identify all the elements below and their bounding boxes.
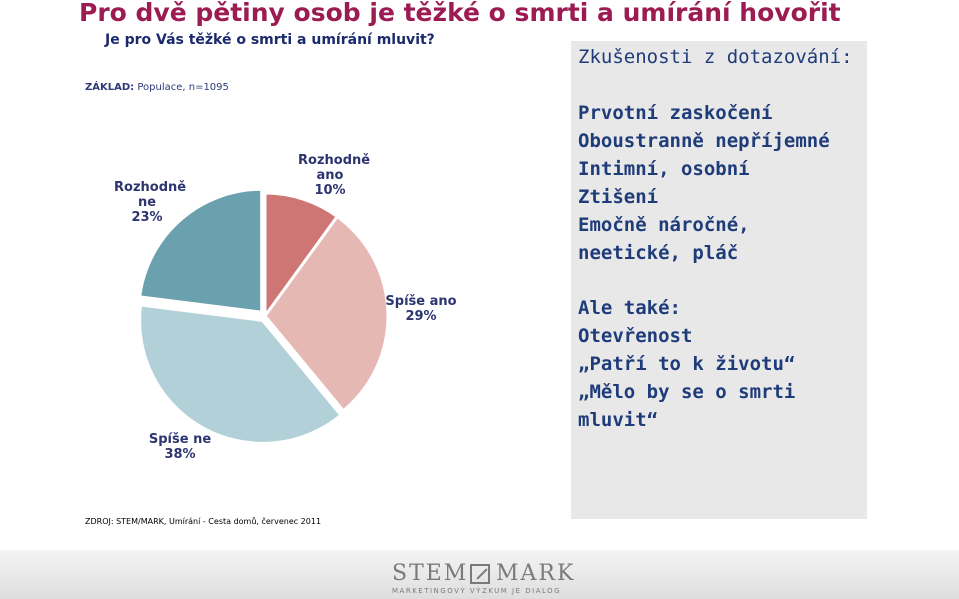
slice-label-rozhodne-ne: Rozhodně ne 23% xyxy=(114,180,187,225)
logo-mark-icon xyxy=(470,564,490,584)
pie-slice-spíše-ne xyxy=(138,303,344,445)
list-item: Ztišení xyxy=(578,186,659,208)
list-item: Ale také: xyxy=(578,297,681,319)
also-list: Ale také: Otevřenost „Patří to k životu“… xyxy=(578,294,795,434)
list-item: neetické, pláč xyxy=(578,242,739,264)
pie-slice-spíše-ano xyxy=(263,214,390,413)
slice-label-rozhodne-ano: Rozhodně ano 10% xyxy=(298,153,371,198)
experience-list: Prvotní zaskočení Oboustranně nepříjemné… xyxy=(578,99,830,267)
sample-basis: ZÁKLAD: Populace, n=1095 xyxy=(85,82,229,93)
list-item: Oboustranně nepříjemné xyxy=(578,130,830,152)
list-item: Intimní, osobní xyxy=(578,158,750,180)
pie-slice-rozhodně-ne xyxy=(137,187,264,314)
survey-question: Je pro Vás těžké o smrti a umírání mluvi… xyxy=(105,32,435,48)
logo-tagline: MARKETINGOVÝ VÝZKUM JE DIALOG xyxy=(392,587,562,595)
list-item: Otevřenost xyxy=(578,325,693,347)
basis-label: ZÁKLAD: xyxy=(85,82,135,93)
list-item: Emočně náročné, xyxy=(578,214,750,236)
logo-text-right: MARK xyxy=(496,561,576,586)
list-item: „Mělo by se o smrti xyxy=(578,381,796,403)
basis-value: Populace, n=1095 xyxy=(134,82,229,93)
interview-experience-panel: Zkušenosti z dotazování: Prvotní zaskoče… xyxy=(571,41,867,519)
source-note: ZDROJ: STEM/MARK, Umírání - Cesta domů, … xyxy=(85,517,322,526)
list-item: Prvotní zaskočení xyxy=(578,102,773,124)
list-item: mluvit“ xyxy=(578,409,659,431)
page-title: Pro dvě pětiny osob je těžké o smrti a u… xyxy=(79,0,841,27)
slice-label-spise-ne: Spíše ne 38% xyxy=(148,432,212,462)
logo-text-left: STEM xyxy=(392,561,469,586)
panel-heading: Zkušenosti z dotazování: xyxy=(578,46,853,68)
slice-label-spise-ano: Spíše ano 29% xyxy=(385,294,457,324)
list-item: „Patří to k životu“ xyxy=(578,353,796,375)
stem-mark-logo: STEM MARK MARKETINGOVÝ VÝZKUM JE DIALOG xyxy=(392,561,582,595)
